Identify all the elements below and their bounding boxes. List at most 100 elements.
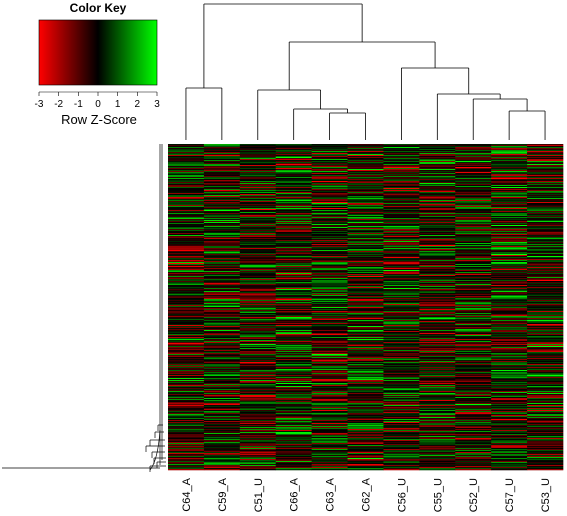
heatmap-cell (168, 151, 205, 153)
heatmap-cell (275, 240, 312, 242)
heatmap-cell (455, 320, 492, 322)
heatmap-cell (275, 420, 312, 422)
heatmap-cell (383, 324, 420, 326)
heatmap-cell (347, 226, 384, 228)
heatmap-cell (168, 411, 205, 413)
heatmap-cell (203, 463, 241, 465)
heatmap-cell (527, 218, 564, 220)
heatmap-cell (239, 342, 277, 344)
heatmap-cell (383, 443, 420, 445)
heatmap-cell (275, 147, 312, 149)
heatmap-cell (527, 419, 564, 421)
heatmap-cell (527, 192, 564, 194)
heatmap-cell (168, 302, 205, 304)
heatmap-cell (347, 395, 384, 397)
heatmap-cell (455, 421, 492, 423)
heatmap-cell (168, 263, 205, 265)
heatmap-cell (527, 413, 564, 415)
heatmap-cell (419, 301, 456, 303)
heatmap-cell (203, 411, 241, 413)
heatmap-cell (491, 251, 528, 253)
heatmap-cell (419, 368, 456, 370)
heatmap-cell (491, 222, 528, 224)
heatmap-cell (419, 465, 456, 467)
heatmap-cell (203, 340, 241, 342)
heatmap-cell (383, 447, 420, 449)
heatmap-cell (203, 467, 241, 469)
heatmap-cell (455, 433, 492, 435)
heatmap-cell (383, 378, 420, 380)
heatmap-cell (239, 465, 277, 467)
heatmap-cell (203, 346, 241, 348)
heatmap-cell (275, 272, 312, 274)
heatmap-cell (311, 452, 348, 454)
heatmap-cell (347, 362, 384, 364)
heatmap-cell (491, 159, 528, 161)
heatmap-cell (383, 172, 420, 174)
heatmap-cell (311, 220, 348, 222)
heatmap-cell (455, 388, 492, 390)
heatmap-cell (491, 267, 528, 269)
heatmap-cell (491, 154, 528, 156)
heatmap-cell (311, 304, 348, 306)
heatmap-cell (455, 292, 492, 294)
heatmap-cell (491, 270, 528, 272)
heatmap-cell (419, 425, 456, 427)
heatmap-cell (383, 184, 420, 186)
heatmap-cell (383, 299, 420, 301)
heatmap-cell (455, 334, 492, 336)
heatmap-cell (455, 216, 492, 218)
heatmap-cell (491, 165, 528, 167)
heatmap-cell (168, 219, 205, 221)
heatmap-cell (419, 149, 456, 151)
heatmap-cell (168, 237, 205, 239)
heatmap-cell (311, 435, 348, 437)
heatmap-cell (311, 330, 348, 332)
heatmap-cell (275, 245, 312, 247)
heatmap-cell (491, 150, 528, 152)
heatmap-cell (383, 161, 420, 163)
heatmap-cell (275, 311, 312, 313)
heatmap-cell (455, 151, 492, 153)
heatmap-cell (419, 163, 456, 165)
heatmap-cell (239, 456, 277, 458)
heatmap-cell (168, 239, 205, 241)
heatmap-cell (203, 372, 241, 374)
heatmap-cell (527, 178, 564, 180)
heatmap-cell (275, 347, 312, 349)
heatmap-cell (203, 416, 241, 418)
heatmap-cell (203, 335, 241, 337)
heatmap-cell (168, 208, 205, 210)
heatmap-cell (311, 187, 348, 189)
heatmap-cell (491, 166, 528, 168)
heatmap-cell (383, 366, 420, 368)
heatmap-cell (383, 452, 420, 454)
heatmap-cell (527, 387, 564, 389)
heatmap-cell (168, 182, 205, 184)
heatmap-cell (419, 422, 456, 424)
heatmap-cell (311, 385, 348, 387)
heatmap-cell (455, 339, 492, 341)
heatmap-cell (239, 314, 277, 316)
heatmap-cell (455, 281, 492, 283)
heatmap-cell (239, 464, 277, 466)
heatmap-cell (419, 202, 456, 204)
heatmap-cell (491, 393, 528, 395)
heatmap-cell (455, 424, 492, 426)
heatmap-cell (275, 351, 312, 353)
heatmap-cell (491, 411, 528, 413)
heatmap-cell (203, 212, 241, 214)
heatmap-cell (527, 364, 564, 366)
heatmap-cell (347, 157, 384, 159)
heatmap-cell (168, 296, 205, 298)
heatmap-cell (419, 145, 456, 147)
heatmap-cell (383, 326, 420, 328)
heatmap-cell (203, 353, 241, 355)
heatmap-cell (311, 392, 348, 394)
heatmap-cell (311, 445, 348, 447)
heatmap-cell (527, 306, 564, 308)
heatmap-cell (419, 373, 456, 375)
heatmap-cell (347, 219, 384, 221)
heatmap-cell (168, 417, 205, 419)
heatmap-cell (203, 186, 241, 188)
